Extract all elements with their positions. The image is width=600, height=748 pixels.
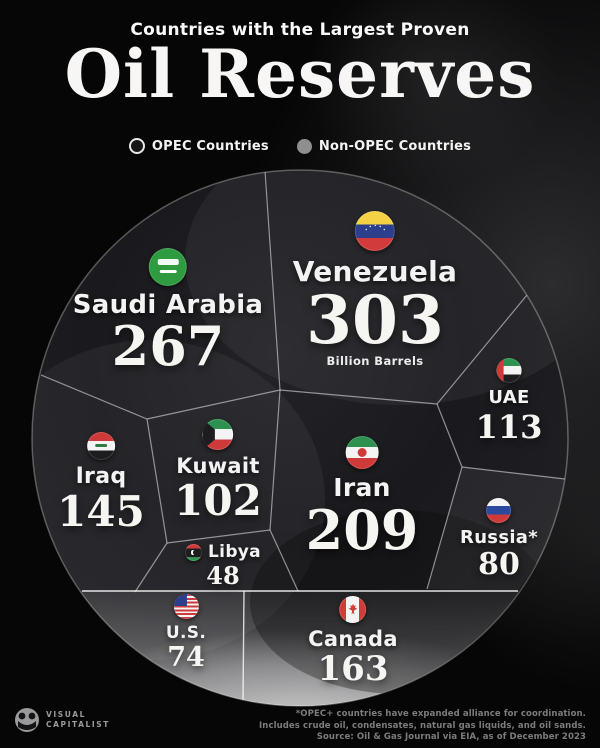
cell-saudi-arabia: Saudi Arabia 267 bbox=[72, 248, 264, 379]
iran-flag-icon bbox=[345, 436, 379, 469]
brand-line: CAPITALIST bbox=[46, 720, 111, 729]
country-value: 267 bbox=[111, 314, 225, 379]
cell-venezuela: Venezuela 303 Billion Barrels bbox=[293, 211, 457, 368]
opec-ring-icon bbox=[128, 138, 145, 154]
footnote-line: Source: Oil & Gas Journal via EIA, as of… bbox=[316, 732, 586, 742]
country-value: 209 bbox=[305, 498, 419, 562]
russia-flag-icon bbox=[486, 498, 512, 523]
legend-label: OPEC Countries bbox=[151, 138, 269, 154]
country-value: 145 bbox=[57, 487, 145, 537]
legend-item-opec: OPEC Countries bbox=[128, 138, 269, 154]
cell-libya: Libya 48 bbox=[185, 542, 261, 588]
cell-border-lines bbox=[40, 170, 566, 701]
venezuela-flag-icon bbox=[355, 211, 395, 251]
legend-item-non-opec: Non-OPEC Countries bbox=[296, 138, 472, 154]
cell-iraq: Iraq 145 bbox=[57, 432, 145, 537]
cell-kuwait: Kuwait 102 bbox=[174, 419, 262, 526]
brand-line: VISUAL bbox=[46, 710, 87, 719]
visual-capitalist-brand: VISUAL CAPITALIST bbox=[14, 707, 110, 733]
uae-flag-icon bbox=[496, 358, 522, 383]
page-title: Oil Reserves bbox=[64, 35, 536, 113]
cell-us: U.S. 74 bbox=[166, 594, 206, 671]
legend-label: Non-OPEC Countries bbox=[318, 138, 472, 154]
country-name: Iraq bbox=[75, 464, 127, 489]
cell-iran: Iran 209 bbox=[305, 436, 419, 562]
country-value: 48 bbox=[206, 561, 240, 591]
country-value: 163 bbox=[317, 649, 389, 690]
iraq-flag-icon bbox=[86, 432, 115, 460]
country-name: Russia* bbox=[460, 527, 538, 548]
country-value: 303 bbox=[306, 280, 444, 359]
footnote-line: Includes crude oil, condensates, natural… bbox=[259, 720, 586, 731]
us-flag-icon bbox=[173, 594, 199, 619]
kuwait-flag-icon bbox=[202, 419, 234, 450]
country-name: UAE bbox=[488, 387, 530, 408]
libya-flag-icon bbox=[185, 543, 203, 561]
cell-uae: UAE 113 bbox=[475, 358, 543, 446]
country-value: 74 bbox=[167, 642, 205, 674]
canada-flag-icon bbox=[339, 596, 367, 623]
country-name: Kuwait bbox=[176, 454, 260, 478]
chart-kicker: Countries with the Largest Proven bbox=[130, 20, 470, 40]
saudi-arabia-flag-icon bbox=[148, 248, 187, 286]
cell-russia: Russia* 80 bbox=[460, 498, 538, 579]
country-name: Saudi Arabia bbox=[72, 290, 264, 320]
visual-capitalist-logo-icon bbox=[15, 708, 39, 732]
country-name: Libya bbox=[208, 542, 261, 562]
country-name: U.S. bbox=[165, 623, 207, 643]
country-value: 102 bbox=[174, 476, 262, 526]
non-opec-dot-icon bbox=[296, 138, 312, 154]
country-name: Iran bbox=[333, 473, 391, 502]
legend: OPEC Countries Non-OPEC Countries bbox=[0, 138, 600, 154]
country-name: Canada bbox=[308, 627, 398, 651]
footnote-line: *OPEC+ countries have expanded alliance … bbox=[295, 709, 586, 719]
bubble-shading bbox=[32, 170, 568, 706]
country-value: 113 bbox=[475, 407, 543, 446]
footnotes: *OPEC+ countries have expanded alliance … bbox=[259, 709, 586, 744]
country-name: Venezuela bbox=[292, 255, 458, 288]
unit-label: Billion Barrels bbox=[326, 354, 424, 369]
country-value: 80 bbox=[478, 546, 520, 582]
cell-canada: Canada 163 bbox=[308, 596, 398, 690]
